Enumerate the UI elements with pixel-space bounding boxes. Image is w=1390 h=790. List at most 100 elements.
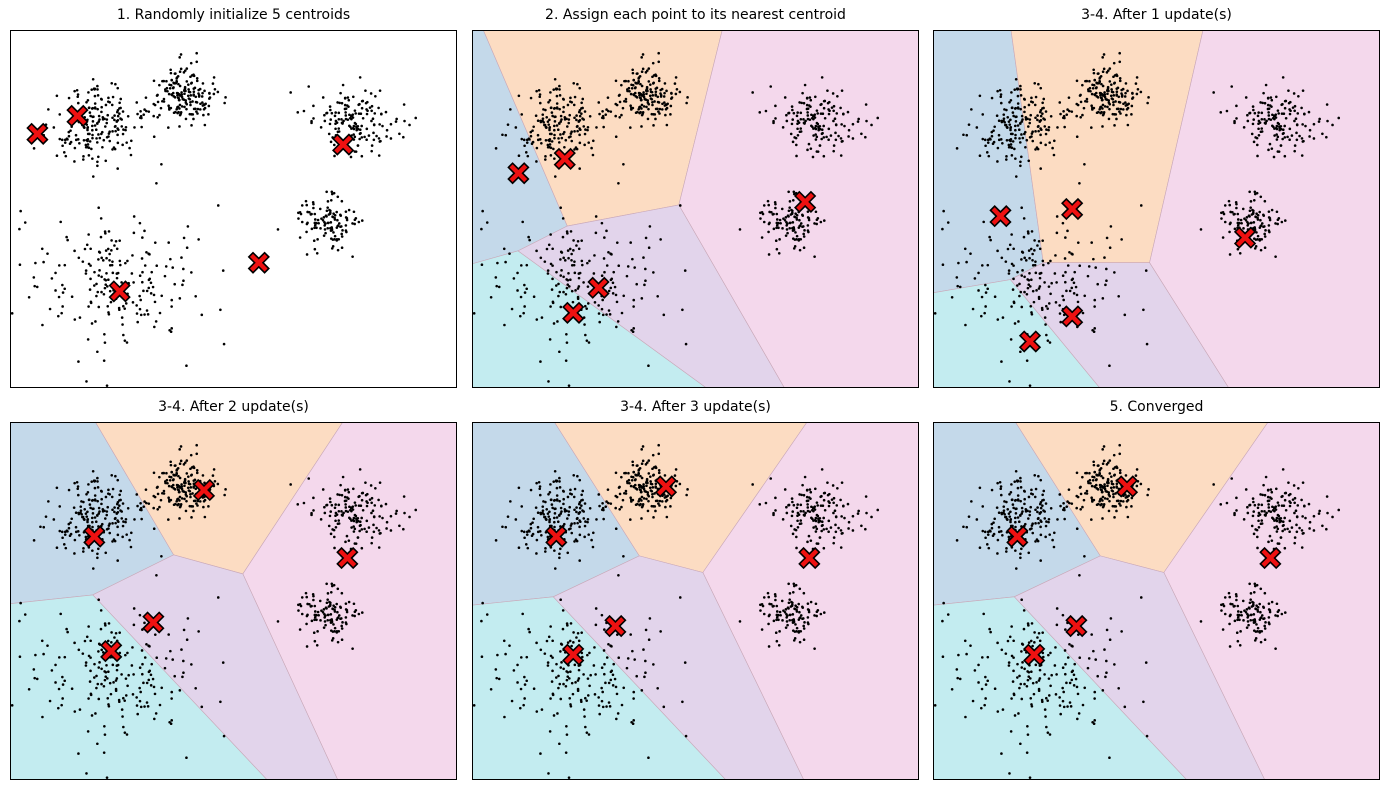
data-point: [160, 162, 163, 166]
data-point: [212, 468, 216, 471]
data-point: [369, 92, 373, 95]
data-point: [547, 100, 550, 104]
data-point: [90, 124, 94, 128]
data-point: [1325, 135, 1328, 139]
data-point: [811, 506, 815, 509]
data-point: [143, 705, 146, 708]
data-point: [572, 631, 575, 634]
data-point: [1116, 86, 1120, 90]
data-point: [617, 656, 621, 660]
data-point: [106, 113, 110, 117]
data-point: [539, 119, 542, 123]
data-point: [586, 677, 590, 680]
data-point: [182, 671, 185, 675]
data-point: [834, 530, 838, 534]
data-point: [338, 101, 341, 105]
data-point: [1121, 108, 1125, 111]
data-point: [1093, 298, 1097, 302]
data-point: [175, 76, 179, 79]
data-point: [360, 106, 364, 110]
data-point: [580, 112, 583, 115]
data-point: [806, 621, 810, 624]
data-point: [329, 500, 332, 504]
data-point: [805, 103, 809, 107]
data-point: [762, 612, 766, 616]
data-point: [114, 679, 118, 682]
data-point: [568, 677, 571, 680]
data-point: [549, 262, 553, 266]
data-point: [389, 137, 393, 140]
data-point: [1264, 475, 1268, 479]
data-point: [815, 610, 819, 614]
data-point: [1009, 98, 1013, 102]
data-point: [553, 512, 557, 515]
data-point: [646, 89, 649, 93]
data-point: [516, 289, 519, 292]
data-point: [570, 101, 574, 104]
data-point: [630, 86, 634, 90]
data-point: [814, 487, 817, 491]
data-point: [312, 598, 315, 602]
data-point: [1284, 99, 1288, 103]
data-point: [1107, 117, 1111, 121]
data-point: [64, 154, 68, 158]
data-point: [1101, 448, 1104, 451]
data-point: [169, 71, 173, 75]
data-point: [805, 488, 809, 492]
data-point: [1317, 120, 1321, 123]
data-point: [326, 613, 330, 617]
data-point: [548, 338, 552, 341]
data-point: [322, 608, 326, 611]
data-point: [684, 342, 688, 346]
data-point: [796, 133, 800, 137]
data-point: [183, 105, 186, 109]
data-point: [566, 551, 570, 555]
data-point: [785, 511, 789, 515]
data-point: [562, 110, 565, 114]
data-point: [46, 252, 49, 255]
data-point: [573, 508, 576, 512]
data-point: [1038, 120, 1042, 123]
data-point: [174, 502, 177, 506]
data-point: [546, 145, 550, 149]
data-point: [142, 113, 146, 116]
data-point: [582, 708, 586, 711]
data-point: [356, 144, 360, 147]
data-point: [1016, 94, 1020, 98]
data-point: [1235, 117, 1238, 120]
data-point: [640, 84, 644, 88]
data-point: [1230, 477, 1234, 480]
data-point: [116, 109, 120, 112]
data-point: [1094, 266, 1098, 269]
data-point: [1272, 114, 1276, 117]
data-point: [813, 222, 816, 225]
data-point: [1070, 502, 1074, 505]
data-point: [313, 226, 316, 230]
data-point: [795, 535, 798, 539]
data-point: [208, 91, 211, 95]
data-point: [305, 614, 309, 618]
data-point: [662, 313, 666, 317]
data-point: [778, 218, 782, 222]
data-point: [1011, 288, 1015, 291]
data-point: [173, 282, 176, 286]
data-point: [336, 493, 339, 496]
data-point: [359, 523, 362, 527]
data-point: [1286, 135, 1289, 139]
data-point: [365, 504, 369, 508]
data-point: [551, 692, 555, 696]
data-point: [93, 498, 97, 501]
data-point: [1281, 468, 1285, 471]
data-point: [1139, 90, 1143, 94]
data-point: [60, 311, 63, 315]
data-point: [354, 122, 358, 126]
data-point: [178, 84, 182, 88]
data-point: [347, 98, 351, 102]
data-point: [1219, 503, 1223, 506]
data-point: [96, 107, 99, 111]
data-point: [1034, 130, 1037, 133]
data-point: [576, 82, 579, 86]
data-point: [541, 509, 545, 512]
data-point: [595, 518, 598, 521]
data-point: [1043, 517, 1047, 520]
